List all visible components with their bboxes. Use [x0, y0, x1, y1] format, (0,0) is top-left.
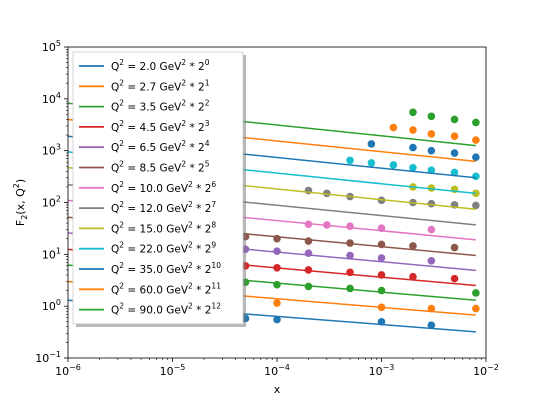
series-4-point-4 — [273, 247, 281, 255]
series-5-point-3 — [305, 237, 313, 245]
x-tick-label-0: 10−6 — [55, 363, 81, 378]
series-11-point-4 — [472, 136, 480, 144]
y-tick-label-0: 10−1 — [35, 350, 61, 365]
series-6-point-4 — [378, 224, 386, 232]
series-3-point-4 — [273, 264, 281, 272]
x-tick-label-4: 10−2 — [473, 363, 499, 378]
y-tick-label-2: 101 — [42, 246, 61, 261]
x-tick-label-1: 10−5 — [160, 363, 186, 378]
series-0-point-6 — [273, 316, 281, 324]
y-axis-label: F2(x, Q2) — [12, 179, 29, 226]
series-2-point-7 — [346, 285, 354, 293]
series-7-point-7 — [472, 202, 480, 210]
series-9-point-3 — [409, 164, 417, 172]
legend: Q2 = 2.0 GeV2 * 20 Q2 = 2.7 GeV2 * 21 Q2 =… — [73, 52, 246, 327]
y-tick-label-4: 103 — [42, 143, 61, 158]
series-6-point-3 — [346, 222, 354, 230]
legend-label-6: Q2 = 10.0 GeV2 * 26 — [111, 180, 216, 195]
series-5-point-2 — [273, 235, 281, 243]
series-2-point-9 — [472, 289, 480, 297]
legend-label-12: Q2 = 90.0 GeV2 * 212 — [111, 302, 221, 317]
series-4-point-5 — [305, 249, 313, 257]
series-5-point-5 — [378, 241, 386, 249]
y-tick-label-6: 105 — [42, 39, 61, 54]
series-10-point-4 — [472, 153, 480, 161]
series-12-point-3 — [472, 119, 480, 127]
legend-label-4: Q2 = 6.5 GeV2 * 24 — [111, 139, 210, 154]
series-0-point-7 — [378, 318, 386, 326]
series-10-point-2 — [428, 147, 436, 155]
series-10-point-3 — [451, 149, 459, 157]
series-4-point-8 — [428, 257, 436, 265]
series-3-point-7 — [378, 271, 386, 279]
x-axis-label: x — [274, 383, 281, 396]
legend-label-11: Q2 = 60.0 GeV2 * 211 — [111, 281, 221, 296]
series-3-point-6 — [346, 269, 354, 277]
series-12-point-2 — [451, 116, 459, 124]
x-tick-label-3: 10−3 — [369, 363, 395, 378]
series-3-point-8 — [409, 273, 417, 281]
y-tick-label-1: 100 — [42, 298, 61, 313]
series-5-point-7 — [451, 244, 459, 252]
legend-label-3: Q2 = 4.5 GeV2 * 23 — [111, 119, 210, 134]
series-12-point-0 — [409, 108, 417, 116]
series-10-point-1 — [409, 144, 417, 152]
series-10-point-0 — [368, 140, 376, 148]
series-1-point-5 — [472, 305, 480, 313]
legend-label-5: Q2 = 8.5 GeV2 * 25 — [111, 160, 210, 175]
series-1-point-3 — [378, 304, 386, 312]
series-3-point-9 — [451, 275, 459, 283]
series-5-point-4 — [346, 239, 354, 247]
series-9-point-2 — [390, 161, 398, 169]
series-2-point-5 — [273, 281, 281, 289]
series-2-point-8 — [378, 287, 386, 295]
series-6-point-5 — [428, 226, 436, 234]
series-3-point-5 — [305, 266, 313, 274]
y-tick-label-3: 102 — [42, 195, 61, 210]
series-6-point-1 — [305, 220, 313, 228]
series-6-point-2 — [323, 221, 331, 229]
series-11-point-0 — [390, 124, 398, 132]
series-9-point-1 — [368, 159, 376, 167]
x-tick-label-2: 10−4 — [264, 363, 290, 378]
series-11-point-1 — [409, 126, 417, 134]
legend-label-1: Q2 = 2.7 GeV2 * 21 — [111, 78, 210, 93]
series-1-point-4 — [428, 305, 436, 313]
y-tick-label-5: 104 — [42, 91, 61, 106]
legend-label-7: Q2 = 12.0 GeV2 * 27 — [111, 200, 216, 215]
legend-label-0: Q2 = 2.0 GeV2 * 20 — [111, 58, 210, 73]
series-9-point-6 — [472, 173, 480, 181]
legend-label-2: Q2 = 3.5 GeV2 * 22 — [111, 99, 210, 114]
series-7-point-5 — [428, 200, 436, 208]
series-12-point-1 — [428, 113, 436, 121]
legend-label-8: Q2 = 15.0 GeV2 * 28 — [111, 220, 216, 235]
series-11-point-3 — [451, 132, 459, 140]
series-11-point-2 — [428, 130, 436, 138]
series-0-point-8 — [428, 321, 436, 329]
legend-label-9: Q2 = 22.0 GeV2 * 29 — [111, 241, 216, 256]
series-5-point-6 — [409, 242, 417, 250]
series-4-point-7 — [378, 254, 386, 262]
series-4-point-6 — [346, 252, 354, 260]
legend-label-10: Q2 = 35.0 GeV2 * 210 — [111, 261, 221, 276]
series-9-point-0 — [346, 157, 354, 165]
series-1-point-2 — [273, 299, 281, 307]
series-2-point-6 — [305, 283, 313, 291]
